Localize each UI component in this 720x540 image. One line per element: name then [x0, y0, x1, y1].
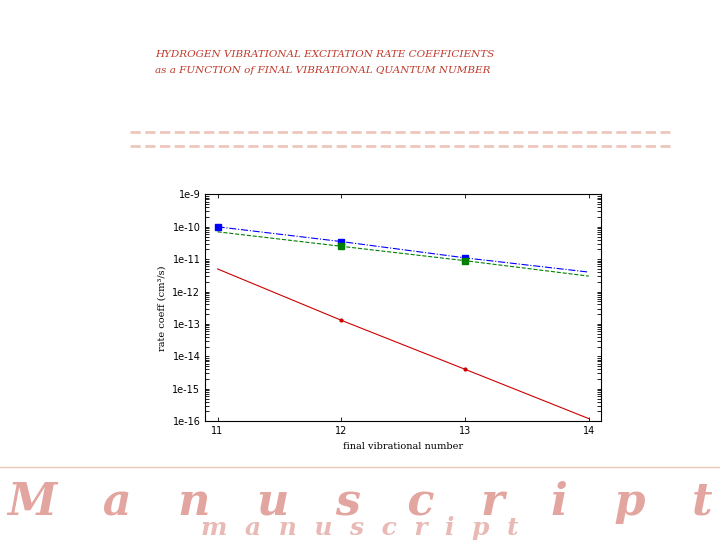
Text: as a FUNCTION of FINAL VIBRATIONAL QUANTUM NUMBER: as a FUNCTION of FINAL VIBRATIONAL QUANT…: [155, 66, 490, 75]
Y-axis label: rate coeff (cm³/s): rate coeff (cm³/s): [158, 265, 167, 350]
Text: M   a   n   u   s   c   r   i   p   t: M a n u s c r i p t: [7, 481, 713, 524]
Text: HYDROGEN VIBRATIONAL EXCITATION RATE COEFFICIENTS: HYDROGEN VIBRATIONAL EXCITATION RATE COE…: [155, 50, 494, 59]
Text: m  a  n  u  s  c  r  i  p  t: m a n u s c r i p t: [202, 516, 518, 539]
X-axis label: final vibrational number: final vibrational number: [343, 442, 463, 450]
